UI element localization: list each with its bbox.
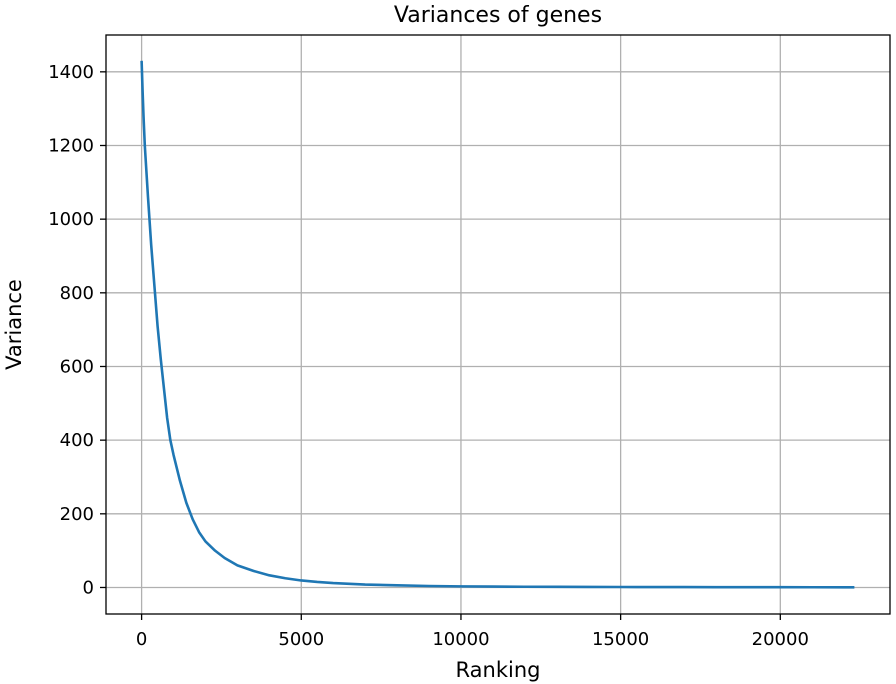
x-tick-label: 0 bbox=[136, 629, 147, 650]
y-tick-label: 600 bbox=[60, 356, 94, 377]
axes: 0 5000 10000 15000 20000 0 200 400 600 800 1000 120… bbox=[48, 34, 891, 650]
x-tick-label: 15000 bbox=[592, 629, 649, 650]
plot-frame bbox=[105, 34, 891, 615]
y-tick-label: 1400 bbox=[48, 62, 94, 83]
y-tick-label: 1000 bbox=[48, 209, 94, 230]
y-axis-label: Variance bbox=[2, 279, 26, 370]
chart-title: Variances of genes bbox=[394, 3, 602, 28]
grid bbox=[106, 35, 890, 614]
y-tick-label: 200 bbox=[60, 504, 94, 525]
x-axis-label: Ranking bbox=[456, 658, 541, 682]
y-tick-label: 1200 bbox=[48, 135, 94, 156]
x-tick-label: 5000 bbox=[278, 629, 324, 650]
plot-area bbox=[140, 60, 855, 589]
y-tick-label: 0 bbox=[83, 577, 94, 598]
y-tick-label: 400 bbox=[60, 430, 94, 451]
y-tick-label: 800 bbox=[60, 283, 94, 304]
series-line bbox=[140, 60, 855, 589]
x-tick-label: 10000 bbox=[432, 629, 489, 650]
x-tick-label: 20000 bbox=[752, 629, 809, 650]
